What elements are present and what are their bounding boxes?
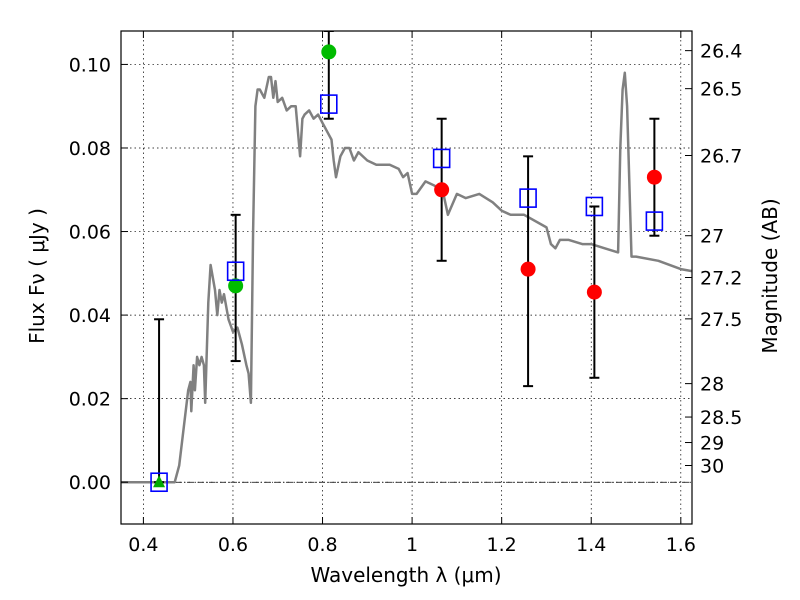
model-point	[585, 196, 604, 217]
magnitude-tick-label: 28	[700, 374, 724, 396]
observed-point	[228, 278, 244, 294]
x-tick-label: 1.6	[666, 534, 696, 556]
x-axis-ticks: 0.4 0.6 0.8 1 1.2 1.4 1.6	[128, 31, 696, 556]
x-tick-label: 0.6	[218, 534, 248, 556]
x-tick-label: 1.2	[487, 534, 517, 556]
model-point	[150, 472, 168, 493]
observed-point	[434, 182, 450, 198]
y-tick-label: 0.10	[69, 54, 111, 76]
x-tick-label: 0.4	[128, 534, 158, 556]
magnitude-tick-label: 26.5	[700, 79, 742, 101]
observed-point	[321, 44, 337, 60]
y-axis-label: Flux Fν ( μJy )	[25, 208, 49, 344]
observed-photometry	[153, 44, 662, 488]
grid	[121, 31, 692, 524]
y-tick-label: 0.02	[69, 389, 111, 411]
model-point	[519, 188, 537, 208]
plot-frame	[120, 30, 693, 525]
magnitude-tick-label: 28.5	[700, 407, 742, 429]
observed-point	[520, 261, 536, 277]
magnitude-tick-label: 27	[700, 226, 724, 248]
magnitude-tick-label: 27.5	[700, 309, 742, 331]
model-point	[432, 148, 451, 169]
observed-point	[153, 475, 166, 488]
magnitude-tick-label: 30	[700, 456, 724, 478]
y-tick-label: 0.06	[69, 222, 111, 244]
x-tick-label: 1	[406, 534, 418, 556]
y-axis-ticks: 0.00 0.02 0.04 0.06 0.08 0.10	[69, 54, 128, 494]
y-tick-label: 0.08	[69, 138, 111, 160]
y-tick-label: 0.04	[69, 305, 111, 327]
model-photometry	[150, 94, 664, 493]
observed-point	[586, 284, 602, 300]
model-point	[226, 261, 245, 282]
model-spectrum	[121, 71, 692, 484]
x-axis-label: Wavelength λ (μm)	[310, 563, 501, 587]
magnitude-tick-label: 27.2	[700, 268, 742, 290]
error-bars	[154, 31, 660, 484]
spectrum-line	[121, 71, 692, 484]
y-tick-label: 0.00	[69, 472, 111, 494]
observed-point	[646, 169, 662, 185]
model-point	[319, 94, 338, 114]
model-point	[645, 211, 664, 231]
magnitude-axis-label: Magnitude (AB)	[758, 198, 782, 353]
magnitude-tick-label: 29	[700, 433, 724, 455]
x-tick-label: 1.4	[576, 534, 606, 556]
magnitude-tick-label: 26.4	[700, 41, 742, 63]
magnitude-tick-label: 26.7	[700, 146, 742, 168]
x-tick-label: 0.8	[307, 534, 337, 556]
